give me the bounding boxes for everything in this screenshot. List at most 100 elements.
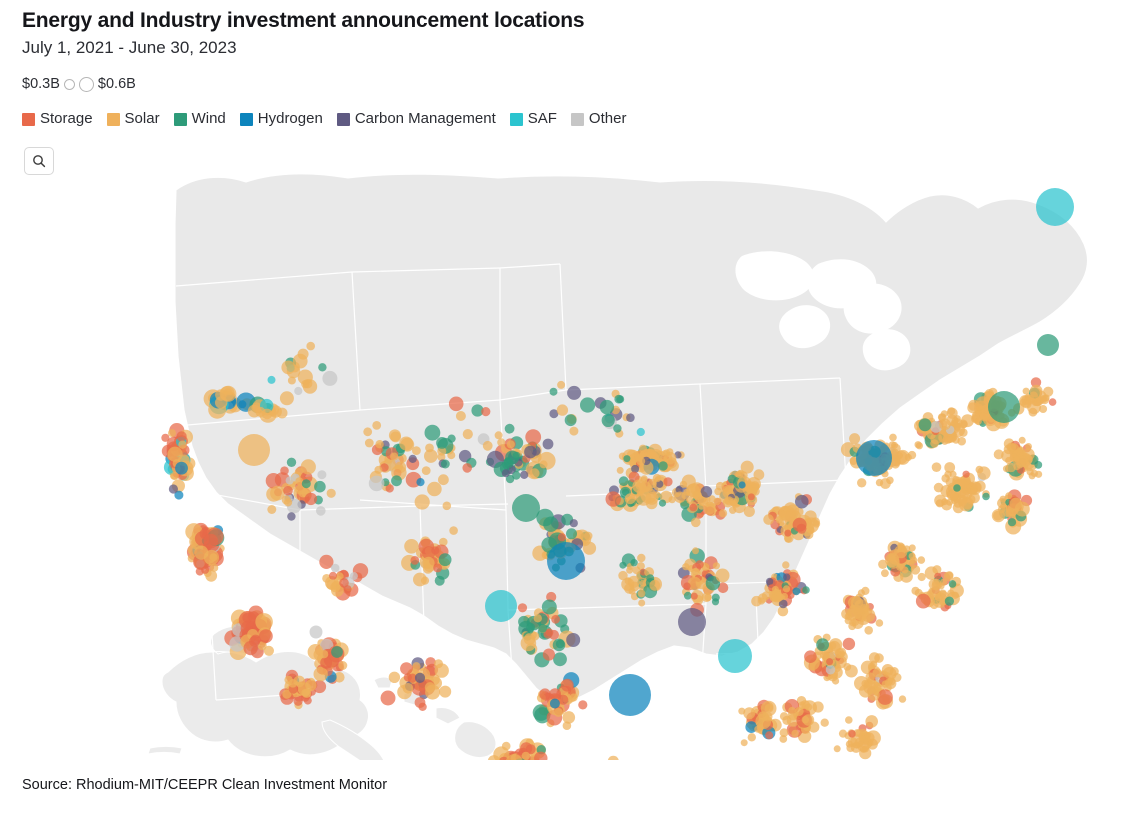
legend-item-other[interactable]: Other	[570, 110, 626, 128]
map-point-storage[interactable]	[549, 688, 562, 701]
map-point-solar[interactable]	[640, 487, 657, 504]
map-point-solar[interactable]	[1013, 463, 1021, 471]
map-point-storage[interactable]	[1048, 398, 1057, 406]
map-point-solar[interactable]	[686, 496, 694, 505]
map-point-carbon-management[interactable]	[542, 438, 554, 450]
map-point-solar[interactable]	[845, 664, 858, 678]
map-point-solar[interactable]	[868, 652, 880, 664]
map-point-solar[interactable]	[639, 579, 647, 587]
map-point-solar[interactable]	[878, 559, 888, 569]
map-point-solar[interactable]	[505, 754, 523, 760]
map-point-solar[interactable]	[306, 341, 316, 351]
map-point-solar[interactable]	[861, 586, 870, 595]
map-point-storage[interactable]	[551, 614, 560, 624]
map-point-storage[interactable]	[319, 554, 334, 569]
map-point-storage[interactable]	[481, 407, 491, 417]
map-point-carbon-management[interactable]	[631, 464, 640, 473]
map-point-solar[interactable]	[838, 729, 848, 738]
map-point-solar[interactable]	[801, 716, 809, 724]
map-point-solar[interactable]	[967, 402, 979, 414]
map-point-storage[interactable]	[329, 571, 337, 580]
map-point-wind[interactable]	[518, 615, 530, 628]
map-point-wind[interactable]	[580, 397, 596, 413]
map-point-storage[interactable]	[161, 433, 170, 442]
map-point-solar[interactable]	[781, 592, 789, 600]
map-point-storage[interactable]	[786, 591, 795, 599]
map-point-solar[interactable]	[853, 741, 861, 749]
map-point-solar[interactable]	[859, 734, 870, 745]
map-point-solar[interactable]	[668, 496, 676, 504]
map-point-solar[interactable]	[255, 613, 273, 631]
map-point-other[interactable]	[316, 506, 326, 516]
map-point-solar[interactable]	[847, 604, 863, 620]
map-point-other[interactable]	[322, 370, 338, 386]
map-point-solar[interactable]	[682, 563, 690, 571]
map-point-solar[interactable]	[779, 712, 789, 721]
map-point-carbon-management[interactable]	[567, 385, 582, 400]
map-point-solar[interactable]	[167, 446, 183, 462]
legend-item-saf[interactable]: SAF	[509, 110, 557, 128]
map-point-storage[interactable]	[525, 429, 542, 445]
map-point-wind[interactable]	[1007, 518, 1017, 527]
map-point-solar[interactable]	[427, 481, 442, 497]
map-point-wind[interactable]	[727, 474, 737, 484]
map-point-solar[interactable]	[583, 531, 593, 541]
map-point-solar[interactable]	[933, 482, 944, 493]
map-point-solar[interactable]	[784, 535, 792, 543]
map-point-solar[interactable]	[414, 494, 430, 510]
map-point-solar[interactable]	[812, 520, 821, 528]
map-point-solar[interactable]	[569, 693, 578, 702]
map-point-wind[interactable]	[816, 638, 829, 652]
map-point-storage[interactable]	[628, 471, 640, 483]
map-point-solar[interactable]	[649, 449, 663, 462]
map-point-solar[interactable]	[938, 432, 948, 443]
map-point-solar[interactable]	[520, 635, 537, 652]
map-point-solar[interactable]	[1005, 462, 1016, 473]
map-point-hydrogen[interactable]	[792, 587, 801, 596]
map-point-wind[interactable]	[630, 559, 638, 567]
map-point-solar[interactable]	[438, 474, 449, 486]
map-point-solar[interactable]	[638, 444, 647, 453]
map-point-solar[interactable]	[740, 739, 748, 747]
map-point-solar[interactable]	[777, 605, 789, 617]
map-point-storage[interactable]	[717, 582, 729, 594]
map-point-solar[interactable]	[257, 641, 267, 651]
map-point-solar[interactable]	[747, 733, 756, 742]
map-point-solar[interactable]	[624, 493, 636, 505]
map-point-wind[interactable]	[658, 499, 667, 507]
map-point-wind[interactable]	[434, 575, 445, 586]
map-point-carbon-management[interactable]	[675, 486, 683, 494]
map-point-solar[interactable]	[205, 569, 218, 582]
map-point-solar[interactable]	[1025, 443, 1032, 450]
map-point-solar[interactable]	[888, 554, 896, 562]
map-point-storage[interactable]	[545, 628, 554, 637]
map-point-solar[interactable]	[424, 449, 438, 463]
map-point-storage[interactable]	[280, 466, 289, 476]
map-point-solar[interactable]	[794, 707, 804, 716]
map-point-solar[interactable]	[1001, 449, 1014, 463]
map-point-solar[interactable]	[279, 391, 294, 406]
map-point-solar[interactable]	[1012, 456, 1021, 465]
map-point-solar[interactable]	[1028, 407, 1038, 417]
map-point-solar[interactable]	[779, 735, 788, 743]
map-point-storage[interactable]	[339, 578, 349, 588]
map-point-solar[interactable]	[965, 494, 976, 505]
map-point-solar[interactable]	[281, 360, 296, 375]
map-point-storage[interactable]	[934, 572, 942, 580]
map-point-solar[interactable]	[779, 728, 789, 738]
map-point-solar[interactable]	[911, 586, 920, 595]
map-point-wind[interactable]	[566, 528, 577, 540]
map-point-solar[interactable]	[1022, 387, 1030, 395]
map-point-solar[interactable]	[957, 436, 966, 446]
legend-item-storage[interactable]: Storage	[22, 110, 93, 128]
map-point-saf[interactable]	[718, 639, 752, 673]
map-point-solar[interactable]	[953, 415, 961, 423]
map-point-storage[interactable]	[407, 673, 417, 683]
map-point-carbon-management[interactable]	[626, 413, 635, 422]
map-point-solar[interactable]	[388, 671, 401, 683]
map-point-wind[interactable]	[447, 434, 456, 443]
map-point-solar[interactable]	[649, 579, 661, 591]
map-point-hydrogen[interactable]	[416, 478, 425, 487]
map-point-storage[interactable]	[542, 648, 556, 661]
map-point-solar[interactable]	[945, 571, 954, 580]
